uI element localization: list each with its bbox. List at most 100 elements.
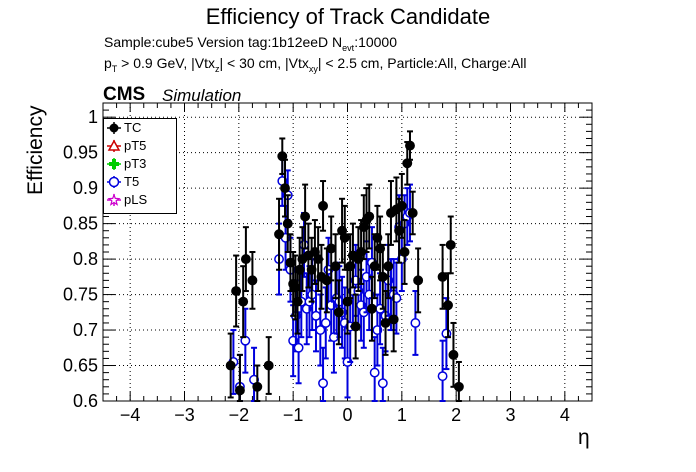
legend-item-tc: TC: [106, 119, 176, 137]
marker: [413, 275, 424, 286]
marker: [311, 310, 321, 321]
marker: [320, 318, 331, 328]
marker: [318, 378, 328, 389]
cms-label: CMS: [103, 84, 146, 105]
marker: [330, 261, 341, 272]
marker: [443, 300, 453, 311]
legend: TC pT5 pT3 T5 pLS: [103, 118, 177, 214]
legend-label: pT5: [124, 138, 147, 153]
tc-point: [339, 204, 350, 271]
x-axis-label: η: [578, 426, 590, 449]
t5-point: [249, 346, 259, 402]
marker: [369, 367, 380, 378]
marker: [364, 211, 375, 222]
marker: [333, 307, 344, 318]
legend-label: T5: [124, 174, 140, 189]
y-tick-label: 0.65: [63, 356, 98, 376]
tc-point: [399, 219, 410, 285]
marker: [225, 360, 236, 371]
marker: [231, 286, 242, 296]
marker: [448, 349, 459, 360]
x-tick-label: 2: [451, 405, 461, 425]
marker: [240, 254, 251, 265]
tc-point: [274, 197, 284, 271]
marker: [453, 381, 464, 392]
marker: [293, 342, 304, 353]
tc-point: [326, 215, 337, 282]
x-tick-label: −1: [283, 405, 304, 425]
legend-label: pT3: [124, 156, 147, 171]
marker: [339, 232, 350, 243]
y-tick-label: 0.9: [73, 178, 98, 198]
marker: [274, 229, 284, 240]
tc-point: [330, 233, 341, 300]
x-tick-label: −4: [120, 405, 141, 425]
marker: [367, 303, 377, 314]
tc-point: [282, 194, 293, 253]
marker: [445, 239, 456, 250]
legend-item-pt5: pT5: [106, 137, 176, 155]
tc-point: [240, 226, 251, 293]
y-tick-label: 1: [88, 107, 98, 127]
filled-cross-icon: [107, 158, 121, 170]
marker: [437, 371, 448, 382]
tc-point: [443, 272, 453, 339]
tc-point: [333, 279, 344, 346]
x-tick-label: 3: [505, 405, 515, 425]
tc-point: [247, 251, 258, 310]
tc-point: [413, 247, 424, 314]
marker: [238, 296, 249, 307]
t5-point: [320, 286, 331, 360]
tc-point: [297, 226, 308, 293]
marker: [383, 261, 394, 272]
marker: [380, 318, 391, 328]
y-tick-label: 0.7: [73, 320, 98, 340]
legend-label: pLS: [124, 192, 148, 207]
open-star-icon: [107, 193, 121, 206]
tc-point: [238, 265, 249, 339]
marker: [280, 183, 290, 194]
selection-info: pT > 0.9 GeV, |Vtxz| < 30 cm, |Vtxxy| < …: [104, 55, 527, 74]
marker: [326, 243, 337, 254]
t5-point: [315, 293, 326, 367]
tc-point: [225, 332, 236, 399]
marker: [407, 208, 418, 218]
y-tick-label: 0.75: [63, 285, 98, 305]
y-tick-label: 0.8: [73, 249, 98, 269]
tc-point: [405, 130, 415, 161]
tc-point: [263, 336, 274, 395]
open-circle-icon: [107, 176, 121, 188]
tc-point: [321, 247, 332, 314]
marker: [252, 381, 263, 392]
marker: [282, 218, 293, 229]
filled-circle-icon: [107, 122, 121, 134]
tc-point: [407, 190, 418, 236]
tc-point: [367, 275, 377, 342]
tc-point: [300, 183, 311, 250]
tc-point: [252, 364, 263, 402]
marker: [377, 271, 388, 282]
marker: [234, 385, 245, 396]
marker: [410, 318, 421, 328]
marker: [405, 140, 415, 151]
legend-item-pt3: pT3: [106, 155, 176, 173]
t5-point: [377, 346, 388, 402]
marker: [388, 314, 399, 325]
tc-point: [396, 172, 407, 239]
marker: [300, 211, 311, 222]
y-tick-label: 0.6: [73, 391, 98, 411]
tc-point: [453, 360, 464, 402]
t5-point: [410, 290, 421, 356]
tc-point: [388, 286, 399, 353]
marker: [350, 321, 361, 332]
t5-point: [293, 311, 304, 385]
legend-item-pls: pLS: [106, 191, 176, 209]
t5-point: [437, 339, 448, 402]
marker: [318, 200, 328, 211]
x-tick-label: 0: [342, 405, 352, 425]
t5-point: [369, 336, 380, 402]
marker: [377, 378, 388, 389]
y-axis-label: Efficiency: [24, 105, 47, 196]
simulation-label: Simulation: [162, 86, 242, 105]
marker: [399, 247, 410, 257]
